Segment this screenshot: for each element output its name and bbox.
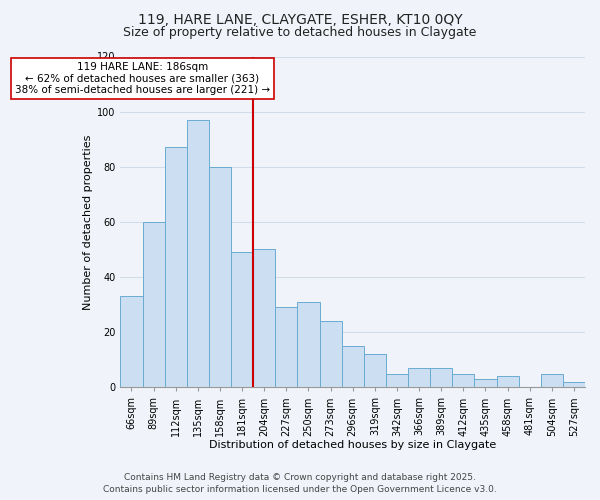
Bar bbox=[164, 148, 187, 388]
Bar bbox=[231, 252, 253, 388]
Bar bbox=[430, 368, 452, 388]
Text: Contains HM Land Registry data © Crown copyright and database right 2025.
Contai: Contains HM Land Registry data © Crown c… bbox=[103, 473, 497, 494]
Y-axis label: Number of detached properties: Number of detached properties bbox=[83, 134, 93, 310]
Bar bbox=[386, 374, 408, 388]
Bar bbox=[298, 302, 320, 388]
Text: 119 HARE LANE: 186sqm
← 62% of detached houses are smaller (363)
38% of semi-det: 119 HARE LANE: 186sqm ← 62% of detached … bbox=[15, 62, 270, 95]
X-axis label: Distribution of detached houses by size in Claygate: Distribution of detached houses by size … bbox=[209, 440, 496, 450]
Text: Size of property relative to detached houses in Claygate: Size of property relative to detached ho… bbox=[124, 26, 476, 39]
Bar bbox=[563, 382, 585, 388]
Text: 119, HARE LANE, CLAYGATE, ESHER, KT10 0QY: 119, HARE LANE, CLAYGATE, ESHER, KT10 0Q… bbox=[137, 12, 463, 26]
Bar bbox=[187, 120, 209, 388]
Bar bbox=[320, 321, 341, 388]
Bar bbox=[408, 368, 430, 388]
Bar bbox=[452, 374, 475, 388]
Bar bbox=[275, 308, 298, 388]
Bar bbox=[253, 250, 275, 388]
Bar bbox=[541, 374, 563, 388]
Bar bbox=[475, 379, 497, 388]
Bar bbox=[143, 222, 164, 388]
Bar bbox=[364, 354, 386, 388]
Bar bbox=[497, 376, 518, 388]
Bar bbox=[341, 346, 364, 388]
Bar bbox=[209, 167, 231, 388]
Bar bbox=[121, 296, 143, 388]
